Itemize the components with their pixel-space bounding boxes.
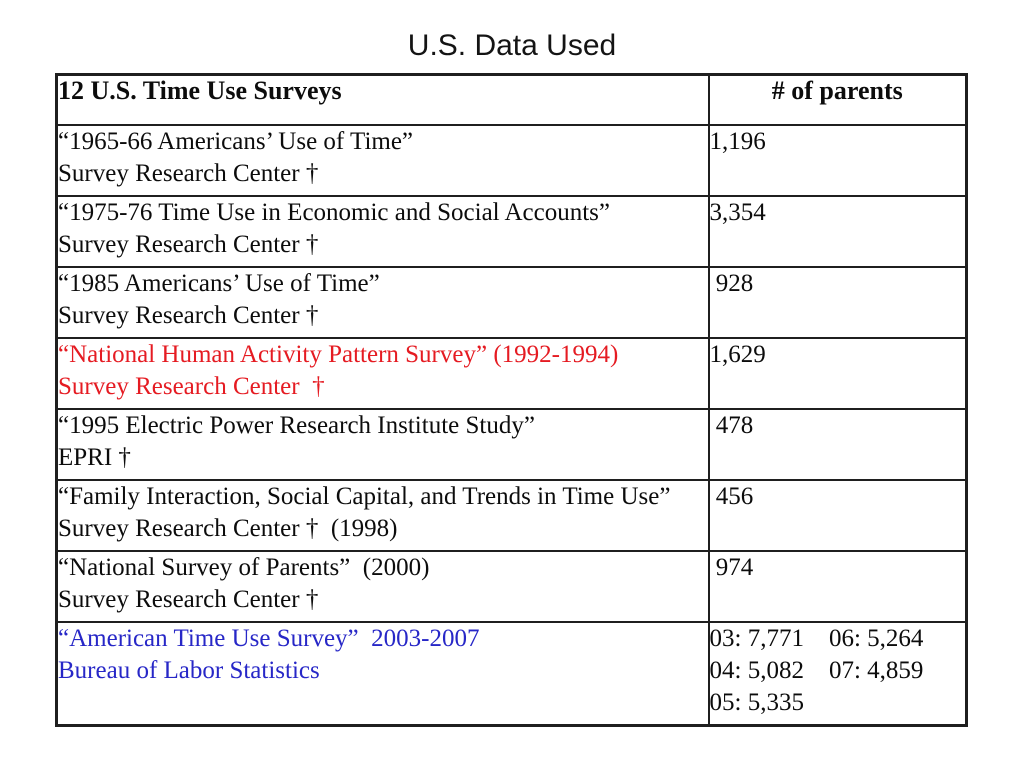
survey-name-cell: “1975-76 Time Use in Economic and Social… — [55, 194, 710, 268]
parents-count-cell: 478 — [707, 407, 968, 481]
surveys-column-header: 12 U.S. Time Use Surveys — [55, 73, 710, 126]
parents-count: 478 — [709, 411, 754, 439]
survey-title: “1995 Electric Power Research Institute … — [58, 411, 535, 439]
parents-count-cell: 3,354 — [707, 194, 968, 268]
parents-count: 1,196 — [709, 127, 766, 155]
parents-count-cell: 03: 7,771 06: 5,264 04: 5,082 07: 4,859 … — [707, 620, 968, 727]
parents-count-cell: 1,196 — [707, 123, 968, 197]
survey-name-cell: “1985 Americans’ Use of Time” Survey Res… — [55, 265, 710, 339]
table-row-highlighted-red: “National Human Activity Pattern Survey”… — [55, 336, 968, 410]
survey-title: “National Human Activity Pattern Survey”… — [58, 340, 619, 368]
parents-count-line: 04: 5,082 07: 4,859 — [709, 656, 924, 684]
parents-count: 1,629 — [709, 340, 766, 368]
survey-name-cell: “Family Interaction, Social Capital, and… — [55, 478, 710, 552]
parents-count: 456 — [709, 482, 754, 510]
parents-count-cell: 456 — [707, 478, 968, 552]
table-row-highlighted-blue: “American Time Use Survey” 2003-2007 Bur… — [55, 620, 968, 727]
table-row: “1995 Electric Power Research Institute … — [55, 407, 968, 481]
survey-org: Survey Research Center † — [58, 230, 319, 258]
survey-name-cell: “National Human Activity Pattern Survey”… — [55, 336, 710, 410]
survey-org: Bureau of Labor Statistics — [58, 656, 320, 684]
page-title: U.S. Data Used — [407, 29, 617, 62]
surveys-table: 12 U.S. Time Use Surveys # of parents “1… — [55, 73, 968, 727]
survey-org: Survey Research Center † — [58, 301, 319, 329]
survey-org: Survey Research Center † — [58, 585, 319, 613]
survey-name-cell: “1965-66 Americans’ Use of Time” Survey … — [55, 123, 710, 197]
survey-title: “Family Interaction, Social Capital, and… — [58, 482, 671, 510]
parents-count-cell: 974 — [707, 549, 968, 623]
table-row: “National Survey of Parents” (2000) Surv… — [55, 549, 968, 623]
parents-count: 928 — [709, 269, 754, 297]
table-header-row: 12 U.S. Time Use Surveys # of parents — [55, 73, 968, 126]
survey-org: Survey Research Center † (1998) — [58, 514, 398, 542]
table-row: “1965-66 Americans’ Use of Time” Survey … — [55, 123, 968, 197]
parents-count-line: 03: 7,771 06: 5,264 — [709, 624, 924, 652]
survey-name-cell: “American Time Use Survey” 2003-2007 Bur… — [55, 620, 710, 727]
parents-count: 3,354 — [709, 198, 766, 226]
survey-title: “1975-76 Time Use in Economic and Social… — [58, 198, 611, 226]
survey-title: “American Time Use Survey” 2003-2007 — [58, 624, 480, 652]
survey-org: Survey Research Center † — [58, 372, 325, 400]
survey-title: “1985 Americans’ Use of Time” — [58, 269, 380, 297]
parents-count-line: 05: 5,335 — [709, 688, 804, 716]
survey-org: EPRI † — [58, 443, 131, 471]
survey-name-cell: “1995 Electric Power Research Institute … — [55, 407, 710, 481]
survey-name-cell: “National Survey of Parents” (2000) Surv… — [55, 549, 710, 623]
survey-org: Survey Research Center † — [58, 159, 319, 187]
parents-count-cell: 928 — [707, 265, 968, 339]
parents-count-cell: 1,629 — [707, 336, 968, 410]
table-row: “Family Interaction, Social Capital, and… — [55, 478, 968, 552]
parents-column-header: # of parents — [707, 73, 968, 126]
survey-title: “1965-66 Americans’ Use of Time” — [58, 127, 414, 155]
table-row: “1975-76 Time Use in Economic and Social… — [55, 194, 968, 268]
table-row: “1985 Americans’ Use of Time” Survey Res… — [55, 265, 968, 339]
survey-title: “National Survey of Parents” (2000) — [58, 553, 430, 581]
parents-count: 974 — [709, 553, 754, 581]
